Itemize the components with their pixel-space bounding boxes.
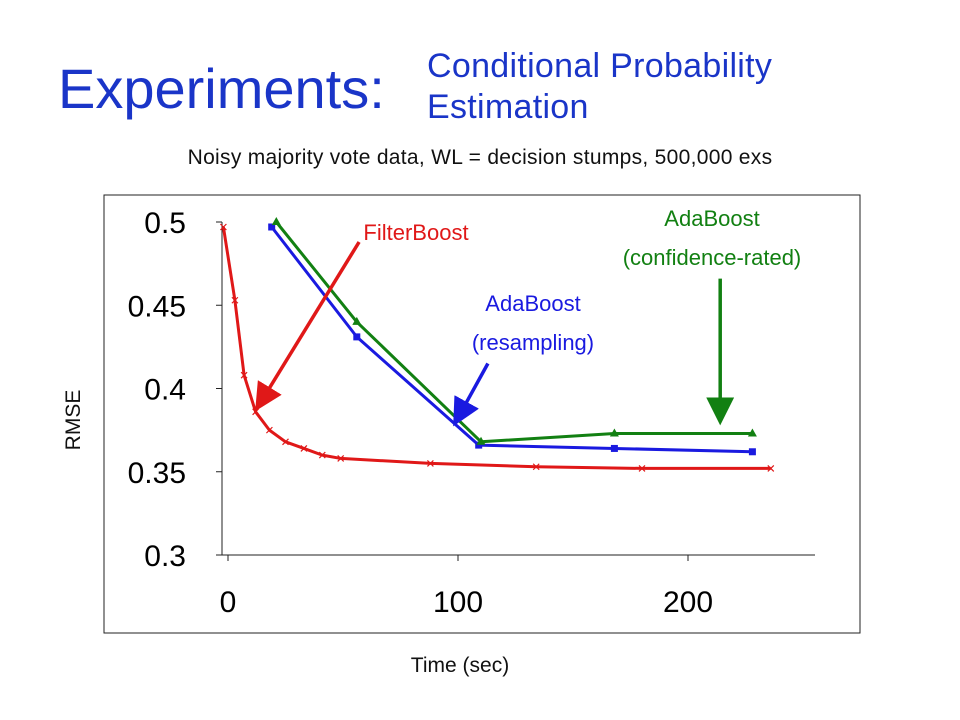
- data-point-triangle-marker: [271, 217, 281, 225]
- data-point-square-marker: [353, 333, 361, 341]
- y-axis-title: RMSE: [62, 390, 85, 451]
- annotation-label: (resampling): [472, 330, 594, 355]
- data-point-square-marker: [268, 223, 276, 231]
- annotation-arrow: [255, 241, 361, 412]
- y-tick-label: 0.5: [144, 207, 186, 240]
- y-tick-label: 0.4: [144, 374, 186, 407]
- data-point-triangle-marker: [609, 428, 619, 437]
- annotation-label: AdaBoost: [664, 206, 759, 231]
- annotation-label: FilterBoost: [363, 220, 468, 245]
- subtitle-line-1: Conditional Probability: [427, 47, 773, 85]
- data-point-square-marker: [748, 448, 756, 456]
- y-tick-label: 0.3: [144, 540, 186, 573]
- y-tick-label: 0.45: [128, 290, 186, 323]
- data-point-triangle-marker: [352, 316, 362, 325]
- data-point-triangle-marker: [747, 428, 757, 437]
- data-point-x-marker: [282, 438, 289, 446]
- x-tick-label: 200: [663, 586, 713, 619]
- data-point-x-marker: [426, 460, 434, 467]
- plot-frame: [103, 194, 861, 634]
- slide-title: Experiments:: [58, 57, 385, 120]
- annotation-label: (confidence-rated): [623, 245, 802, 270]
- x-tick-label: 100: [433, 586, 483, 619]
- data-point-x-marker: [767, 464, 775, 472]
- subtitle-line-2: Estimation: [427, 88, 589, 126]
- data-point-x-marker: [300, 445, 308, 452]
- x-axis-title: Time (sec): [411, 654, 509, 677]
- data-point-x-marker: [231, 296, 239, 304]
- data-point-x-marker: [265, 426, 273, 434]
- chart-caption: Noisy majority vote data, WL = decision …: [187, 146, 773, 169]
- data-point-x-marker: [240, 371, 248, 379]
- data-point-square-marker: [610, 444, 618, 452]
- data-point-x-marker: [638, 464, 646, 472]
- data-point-x-marker: [318, 451, 326, 459]
- annotation-label: AdaBoost: [485, 291, 580, 316]
- data-point-square-marker: [475, 441, 483, 449]
- x-tick-label: 0: [220, 586, 237, 619]
- y-tick-label: 0.35: [128, 457, 186, 490]
- data-point-x-marker: [337, 455, 345, 462]
- data-point-triangle-marker: [476, 436, 486, 445]
- data-point-x-marker: [219, 223, 227, 231]
- slide-subtitle: Conditional Probability Estimation: [427, 46, 772, 128]
- annotation-arrow: [453, 362, 490, 427]
- data-point-x-marker: [532, 463, 540, 471]
